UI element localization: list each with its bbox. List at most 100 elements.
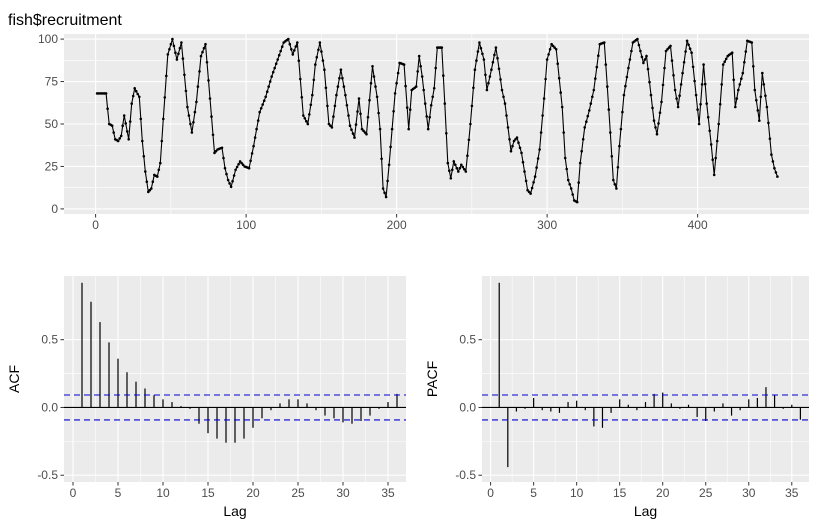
ts-data-point xyxy=(235,165,239,169)
ts-data-point xyxy=(663,66,666,70)
ts-data-point xyxy=(508,138,511,141)
ts-data-point xyxy=(603,41,606,44)
ts-data-point xyxy=(643,58,647,61)
ts-data-point xyxy=(642,61,645,65)
pacf-panel: 0 5 10 15 20 25 30 35 -0.5 0.0 0.5 xyxy=(455,276,809,500)
ts-data-point xyxy=(454,163,457,167)
acf-x-tick-label: 20 xyxy=(246,486,260,500)
ts-x-tick-label: 300 xyxy=(537,218,557,232)
acf-x-tick-label: 15 xyxy=(201,486,215,500)
ts-data-point xyxy=(655,132,659,136)
ts-data-point xyxy=(366,115,370,119)
ts-data-point xyxy=(651,106,654,110)
ts-data-point xyxy=(178,46,182,50)
ts-data-point xyxy=(220,146,224,150)
ts-data-point xyxy=(688,47,692,50)
ts-data-point xyxy=(228,182,231,185)
ts-data-point xyxy=(250,152,254,155)
ts-data-point xyxy=(706,115,710,119)
ts-data-point xyxy=(585,120,588,123)
ts-data-point xyxy=(535,166,538,169)
pacf-x-tick-label: 15 xyxy=(613,486,627,500)
ts-data-point xyxy=(551,44,555,48)
ts-data-point xyxy=(192,121,195,124)
ts-data-point xyxy=(378,127,382,131)
ts-data-point xyxy=(339,68,343,71)
ts-data-point xyxy=(277,53,281,57)
ts-data-point xyxy=(738,83,742,86)
ts-data-point xyxy=(181,57,185,60)
ts-data-point xyxy=(448,169,451,172)
ts-data-point xyxy=(610,155,614,158)
ts-data-point xyxy=(694,93,698,97)
ts-data-point xyxy=(464,170,468,173)
ts-data-point xyxy=(730,51,734,54)
ts-data-point xyxy=(568,183,571,186)
ts-data-point xyxy=(687,43,690,47)
ts-data-point xyxy=(142,155,146,158)
time-series-panel: 0 100 200 300 400 0 25 50 75 100 xyxy=(38,32,809,232)
ts-data-point xyxy=(122,114,126,117)
ts-data-point xyxy=(705,102,708,105)
ts-data-point xyxy=(657,122,660,125)
ts-data-point xyxy=(774,171,778,174)
ts-data-point xyxy=(553,46,556,49)
ts-data-point xyxy=(527,190,531,194)
ts-data-point xyxy=(511,144,514,148)
ts-data-point xyxy=(565,167,568,171)
ts-data-point xyxy=(419,65,423,68)
ts-data-point xyxy=(256,119,260,122)
ts-data-point xyxy=(351,132,355,135)
ts-data-point xyxy=(118,137,121,140)
ts-data-point xyxy=(575,200,579,204)
ts-data-point xyxy=(199,54,203,58)
ts-data-point xyxy=(550,42,553,46)
ts-data-point xyxy=(764,94,767,97)
ts-data-point xyxy=(303,117,307,120)
ts-data-point xyxy=(481,52,484,56)
ts-data-point xyxy=(121,124,124,127)
ts-data-point xyxy=(258,110,262,114)
ts-data-point xyxy=(604,63,608,66)
ts-data-point xyxy=(175,58,179,61)
ts-data-point xyxy=(500,88,504,92)
ts-data-point xyxy=(771,160,775,163)
ts-data-point xyxy=(271,70,275,74)
ts-data-point xyxy=(768,137,772,140)
ts-data-point xyxy=(557,76,561,80)
ts-data-point xyxy=(222,156,225,160)
ts-data-point xyxy=(259,107,263,110)
ts-data-point xyxy=(581,138,585,141)
ts-data-point xyxy=(619,127,623,131)
ts-data-point xyxy=(405,106,409,109)
pacf-y-tick-label: -0.5 xyxy=(455,468,476,482)
ts-data-point xyxy=(375,95,379,99)
ts-data-point xyxy=(223,166,227,170)
ts-data-point xyxy=(166,53,170,56)
ts-data-point xyxy=(679,83,683,86)
ts-data-point xyxy=(518,146,522,150)
ts-data-point xyxy=(708,129,711,133)
ts-data-point xyxy=(658,111,662,114)
ts-data-point xyxy=(473,68,477,71)
ts-data-point xyxy=(423,102,427,105)
acf-y-tick-label: -0.5 xyxy=(37,468,58,482)
ts-data-point xyxy=(478,41,481,44)
ts-data-point xyxy=(491,61,495,64)
ts-data-point xyxy=(712,173,716,177)
ts-data-point xyxy=(211,133,215,137)
ts-data-point xyxy=(460,163,463,167)
acf-panel: 0 5 10 15 20 25 30 35 -0.5 0.0 0.5 xyxy=(37,276,406,500)
ts-data-point xyxy=(615,187,618,190)
ts-data-point xyxy=(116,139,120,143)
ts-data-point xyxy=(497,67,501,71)
ts-data-point xyxy=(488,75,492,78)
ts-data-point xyxy=(124,122,127,125)
ts-data-point xyxy=(342,85,346,88)
pacf-y-tick-label: 0.0 xyxy=(459,400,476,414)
ts-data-point xyxy=(134,89,138,93)
ts-data-point xyxy=(556,62,559,65)
ts-data-point xyxy=(193,110,197,114)
ts-data-point xyxy=(287,37,290,41)
ts-data-point xyxy=(609,131,612,134)
